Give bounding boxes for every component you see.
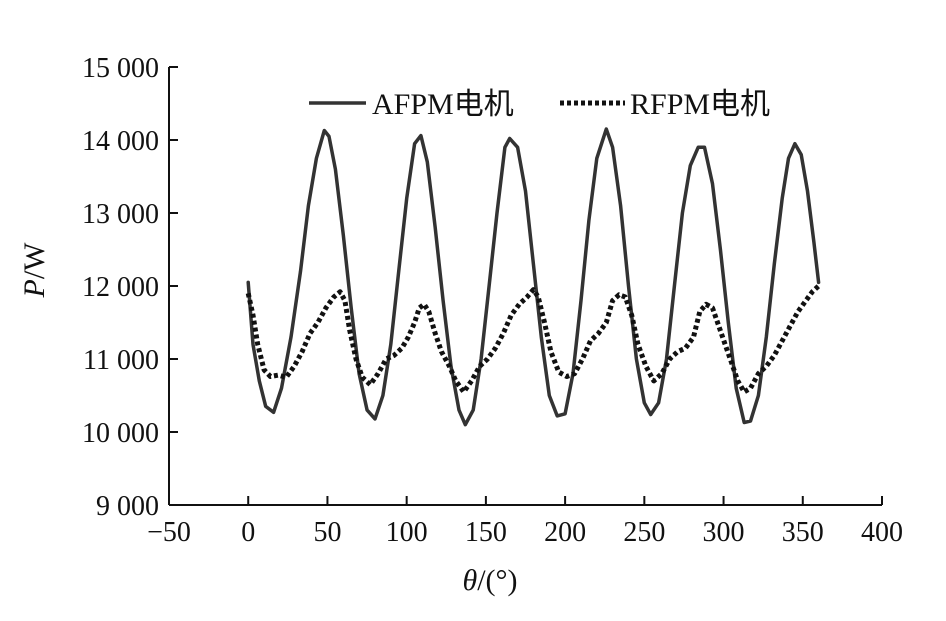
y-tick-label: 14 000	[82, 126, 159, 157]
y-tick-label: 9 000	[96, 491, 159, 522]
x-tick-label: 250	[623, 517, 665, 548]
x-tick-label: 300	[703, 517, 745, 548]
legend: AFPM电机 RFPM电机	[309, 88, 770, 121]
x-tick-label: −50	[147, 517, 191, 548]
series-layer	[245, 127, 821, 427]
y-tick-label: 15 000	[82, 53, 159, 84]
series-line-rfpm	[245, 284, 821, 395]
y-tick-label: 13 000	[82, 199, 159, 230]
y-axis-label-unit: /W	[18, 242, 51, 279]
y-tick-label: 11 000	[83, 345, 159, 376]
x-axis-label-unit: /(°)	[477, 564, 517, 597]
x-axis-label: θ/(°)	[462, 564, 517, 597]
series-line-afpm	[246, 127, 821, 427]
x-tick-label: 350	[782, 517, 824, 548]
x-axis-label-symbol: θ	[462, 564, 477, 597]
x-tick-label: 0	[241, 517, 255, 548]
axes	[168, 67, 882, 506]
x-axis-ticks: −50 0 50 100 150 200 250 300 350 400	[147, 496, 903, 548]
x-tick-label: 200	[544, 517, 586, 548]
x-tick-label: 400	[861, 517, 903, 548]
legend-label: AFPM电机	[372, 88, 514, 121]
y-axis-label-symbol: P	[18, 279, 51, 298]
y-tick-label: 10 000	[82, 418, 159, 449]
y-tick-label: 12 000	[82, 272, 159, 303]
y-axis-label: P/W	[18, 242, 51, 299]
x-tick-label: 100	[386, 517, 428, 548]
y-axis-ticks: 9 000 10 000 11 000 12 000 13 000 14 000 15 00…	[82, 53, 178, 522]
x-tick-label: 50	[313, 517, 341, 548]
legend-label: RFPM电机	[630, 88, 770, 121]
x-tick-label: 150	[465, 517, 507, 548]
